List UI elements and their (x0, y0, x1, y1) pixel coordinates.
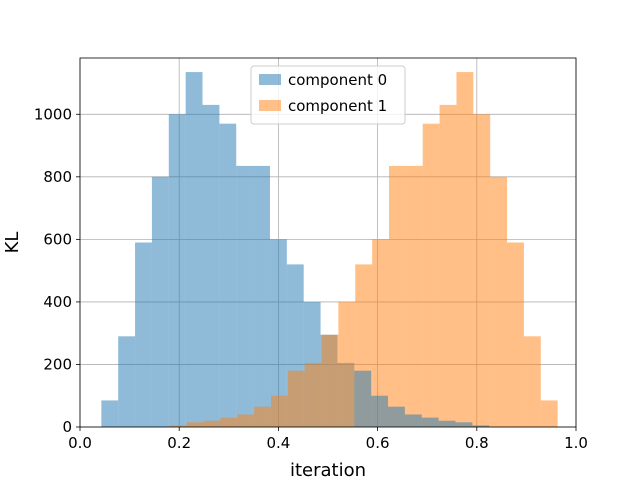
legend-label: component 1 (288, 97, 387, 115)
y-tick-label: 800 (43, 168, 72, 186)
histogram-bar (421, 417, 439, 427)
x-tick-label: 0.2 (167, 434, 191, 452)
histogram-bar (237, 414, 255, 427)
x-tick-label: 0.4 (266, 434, 290, 452)
histogram-bar (287, 370, 305, 427)
histogram-bar (354, 370, 372, 427)
histogram-bar (202, 104, 220, 428)
histogram-bar (404, 414, 422, 427)
histogram-bar (472, 425, 490, 427)
legend-swatch (259, 74, 281, 85)
histogram-bar (372, 239, 390, 427)
legend-box (250, 65, 406, 125)
legend-swatch (259, 100, 281, 111)
histogram-bar (118, 336, 136, 427)
histogram-bar (490, 176, 508, 427)
histogram-bar (304, 362, 322, 427)
series-2-bars (354, 370, 490, 427)
bars (101, 72, 558, 428)
y-tick-label: 600 (43, 230, 72, 248)
x-tick-label: 0.8 (465, 434, 489, 452)
x-tick-label: 0.6 (366, 434, 390, 452)
histogram-bar (439, 104, 457, 428)
histogram-bar (455, 422, 473, 427)
histogram-bar (185, 72, 203, 428)
legend-label: component 0 (288, 71, 387, 89)
x-axis-label: iteration (290, 460, 366, 480)
y-tick-label: 400 (43, 293, 72, 311)
histogram-bar (371, 395, 389, 427)
histogram-bar (338, 301, 356, 427)
histogram-bar (101, 400, 119, 427)
histogram-bar (473, 114, 491, 427)
y-tick-label: 200 (43, 355, 72, 373)
histogram-bar (269, 239, 287, 427)
histogram-bar (389, 165, 406, 427)
legend: component 0 component 1 (250, 65, 406, 125)
axes-frame (79, 57, 577, 428)
histogram-bar (321, 334, 339, 427)
histogram-bar (540, 400, 558, 427)
histogram-bar (220, 417, 238, 427)
histogram-bar (405, 165, 423, 427)
histogram-bar (422, 123, 440, 427)
x-axis-ticks: 0.0 0.2 0.4 0.6 0.8 1.0 (68, 427, 588, 452)
histogram-bar (151, 176, 169, 427)
histogram-bar (438, 420, 456, 427)
histogram-bar (254, 406, 271, 427)
y-axis-ticks: 0 200 400 600 800 1000 (34, 105, 80, 436)
histogram-bar (186, 422, 204, 427)
x-tick-label: 1.0 (564, 434, 588, 452)
histogram-bar (236, 165, 254, 427)
histogram-bar (456, 72, 474, 428)
histogram-bar (168, 114, 186, 427)
x-tick-label: 0.0 (68, 434, 92, 452)
y-tick-label: 1000 (34, 105, 72, 123)
histogram-bar (253, 165, 270, 427)
histogram-bar (388, 406, 405, 427)
histogram-bar (523, 336, 541, 427)
histogram-bar (203, 420, 221, 427)
series-1-bars (169, 72, 558, 428)
histogram-bar (270, 395, 288, 427)
y-axis-label: KL (2, 232, 23, 254)
histogram-bar (219, 123, 237, 427)
y-tick-label: 0 (62, 418, 72, 436)
histogram-bar (507, 242, 524, 427)
histogram-bar (169, 425, 187, 427)
histogram-bar (135, 242, 152, 427)
